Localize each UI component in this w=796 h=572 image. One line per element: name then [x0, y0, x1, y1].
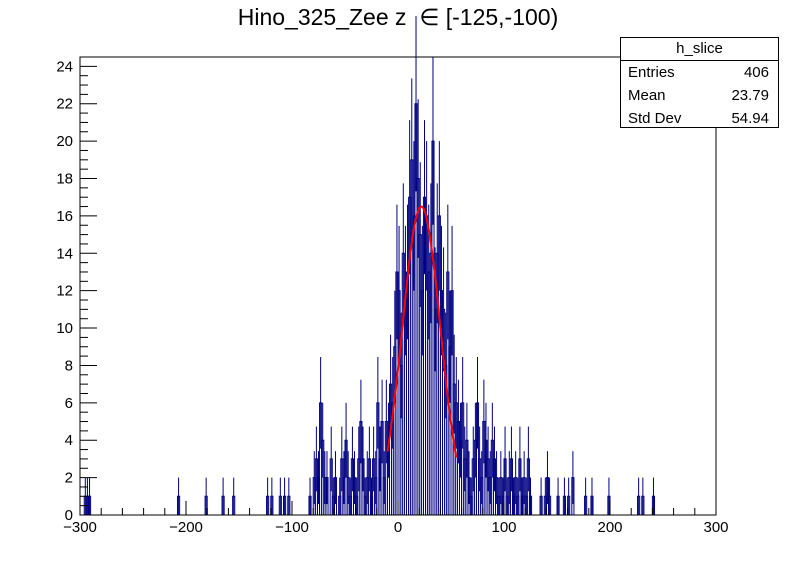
- chart-title: Hino_325_Zee z ∈ [-125,-100): [237, 4, 559, 30]
- y-tick-label: 18: [56, 171, 73, 188]
- x-tick-label: 0: [394, 519, 402, 536]
- x-tick-label: −100: [275, 519, 309, 536]
- stats-stddev-label: Std Dev: [628, 110, 682, 127]
- y-tick-label: 12: [56, 283, 73, 300]
- stats-row-stddev: Std Dev 54.94: [621, 107, 778, 130]
- y-tick-label: 22: [56, 96, 73, 113]
- y-tick-label: 14: [56, 245, 73, 262]
- y-tick-label: 20: [56, 133, 73, 150]
- y-tick-label: 16: [56, 208, 73, 225]
- y-tick-label: 2: [65, 470, 73, 487]
- stats-entries-label: Entries: [628, 64, 675, 81]
- x-tick-label: −200: [169, 519, 203, 536]
- stats-mean-label: Mean: [628, 87, 666, 104]
- stats-row-mean: Mean 23.79: [621, 84, 778, 107]
- y-tick-label: 24: [56, 58, 73, 75]
- stats-row-entries: Entries 406: [621, 61, 778, 84]
- y-tick-label: 8: [65, 357, 73, 374]
- fit-curve: [386, 205, 458, 458]
- stats-entries-value: 406: [743, 64, 769, 81]
- x-tick-label: 300: [703, 519, 728, 536]
- stats-mean-value: 23.79: [731, 87, 769, 104]
- x-tick-label: 200: [597, 519, 622, 536]
- y-tick-label: 4: [65, 432, 73, 449]
- x-tick-label: 100: [491, 519, 516, 536]
- y-tick-label: 0: [65, 507, 73, 524]
- stats-box-title: h_slice: [621, 38, 778, 61]
- stats-box: h_slice Entries 406 Mean 23.79 Std Dev 5…: [620, 37, 779, 128]
- y-tick-label: 6: [65, 395, 73, 412]
- axes: −300 −200 −100 0 100 200 300024681012141618202…: [56, 56, 729, 536]
- y-tick-label: 10: [56, 320, 73, 337]
- fit-curve-layer: [386, 205, 458, 458]
- stats-stddev-value: 54.94: [731, 110, 769, 127]
- x-tick-label: −300: [63, 519, 97, 536]
